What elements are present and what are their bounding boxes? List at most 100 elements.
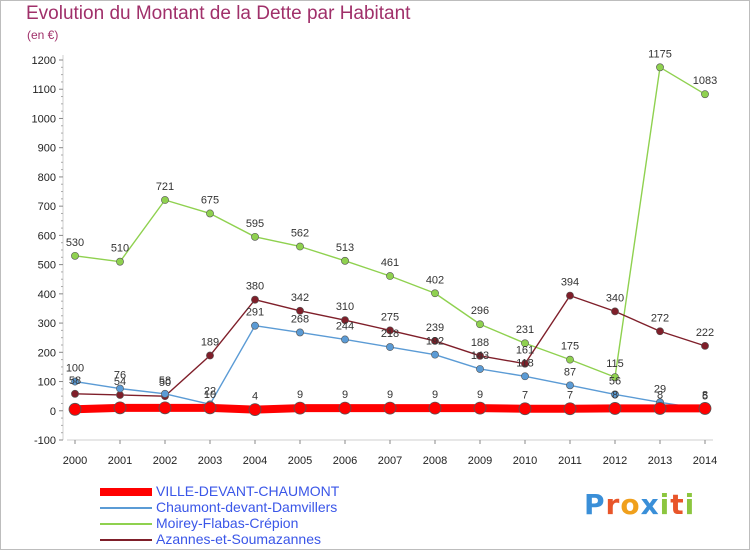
data-point	[611, 390, 619, 399]
data-label: 530	[66, 237, 84, 249]
x-tick-label: 2009	[468, 455, 492, 467]
x-tick-label: 2003	[198, 455, 222, 467]
data-label: 461	[381, 257, 399, 269]
proxiti-logo: Proxiti	[584, 488, 695, 521]
data-label: 296	[471, 305, 489, 317]
line-chart: -100 0 100 200 300 400 500 600 700 800 900 1000 1100…	[32, 48, 718, 467]
legend-swatch	[100, 507, 152, 509]
data-label: 268	[291, 313, 309, 325]
data-label: 192	[426, 336, 444, 348]
data-point	[611, 373, 619, 382]
data-label: 272	[651, 312, 669, 324]
data-point	[383, 401, 397, 415]
data-point	[431, 337, 439, 345]
legend-swatch	[100, 523, 152, 525]
series-2	[71, 63, 709, 382]
data-point	[116, 384, 124, 393]
data-point	[248, 403, 262, 417]
x-tick-label: 2010	[513, 455, 537, 467]
x-tick-label: 2014	[693, 455, 717, 467]
data-point	[656, 327, 664, 336]
data-point	[656, 63, 664, 72]
data-label: 275	[381, 311, 399, 323]
legend-label: Azannes-et-Soumazannes	[156, 531, 321, 547]
data-point	[563, 402, 577, 416]
y-tick-label: 200	[38, 347, 56, 359]
x-tick-label: 2006	[333, 455, 357, 467]
series-labels-3: 58 54 50 189 380 342 310 275 239 188 161 394 340 272 2…	[69, 277, 714, 390]
data-point	[698, 402, 712, 415]
data-label: 222	[696, 327, 714, 339]
data-label: 7	[567, 390, 573, 402]
data-label: 510	[111, 243, 129, 255]
data-label: 9	[387, 389, 393, 401]
data-label: 58	[69, 375, 81, 387]
data-point	[386, 272, 394, 280]
y-tick-label: 600	[38, 230, 56, 242]
data-point	[386, 326, 394, 335]
data-point	[296, 328, 304, 337]
logo-letter: t	[670, 488, 685, 521]
x-tick-label: 2001	[108, 455, 132, 467]
data-label: 5	[702, 390, 708, 402]
data-point	[251, 232, 259, 241]
y-tick-label: 1000	[32, 113, 56, 125]
data-point	[293, 401, 307, 415]
data-label: 9	[297, 389, 303, 401]
data-label: 513	[336, 242, 354, 254]
data-label: 22	[204, 385, 216, 397]
data-point	[518, 402, 532, 416]
data-label: 56	[609, 375, 621, 387]
x-tick-label: 2011	[558, 455, 582, 467]
data-label: 4	[252, 391, 258, 403]
data-label: 402	[426, 274, 444, 286]
legend-label: Moirey-Flabas-Crépion	[156, 515, 299, 531]
legend-swatch	[100, 539, 152, 541]
data-label: 291	[246, 307, 264, 319]
x-tick-label: 2013	[648, 455, 672, 467]
data-point	[521, 359, 529, 368]
data-point	[296, 306, 304, 315]
data-label: 58	[159, 375, 171, 387]
x-tick-label: 2004	[243, 455, 267, 467]
data-label: 175	[561, 341, 579, 353]
data-point	[71, 251, 79, 260]
data-point	[206, 351, 214, 360]
y-tick-label: 100	[38, 377, 56, 389]
data-label: 675	[201, 194, 219, 206]
y-tick-label: 800	[38, 172, 56, 184]
data-label: 54	[114, 376, 126, 388]
data-point	[206, 209, 214, 218]
logo-letter: x	[640, 488, 660, 521]
data-label: 188	[471, 337, 489, 349]
data-point	[566, 355, 574, 364]
data-label: 118	[516, 357, 534, 369]
data-point	[566, 291, 574, 300]
data-label: 8	[612, 389, 618, 401]
y-tick-label: 0	[50, 406, 56, 418]
legend-swatch	[100, 488, 152, 496]
x-tick-label: 2008	[423, 455, 447, 467]
x-tick-label: 2012	[603, 455, 627, 467]
data-point	[653, 402, 667, 415]
data-label: 340	[606, 292, 624, 304]
data-label: 9	[477, 389, 483, 401]
data-point	[608, 402, 622, 415]
data-point	[71, 377, 79, 386]
series-0	[68, 401, 712, 417]
data-label: 143	[471, 350, 489, 362]
data-label: 231	[516, 324, 534, 336]
data-point	[431, 289, 439, 298]
data-point	[476, 320, 484, 329]
data-point	[341, 256, 349, 265]
data-point	[116, 391, 124, 399]
data-label: 9	[342, 389, 348, 401]
data-point	[113, 401, 127, 415]
data-label: 7	[522, 390, 528, 402]
data-label: 189	[201, 337, 219, 349]
data-label: 9	[432, 389, 438, 401]
logo-letter: i	[659, 488, 671, 521]
data-label: 8	[702, 389, 708, 401]
data-point	[71, 389, 79, 398]
